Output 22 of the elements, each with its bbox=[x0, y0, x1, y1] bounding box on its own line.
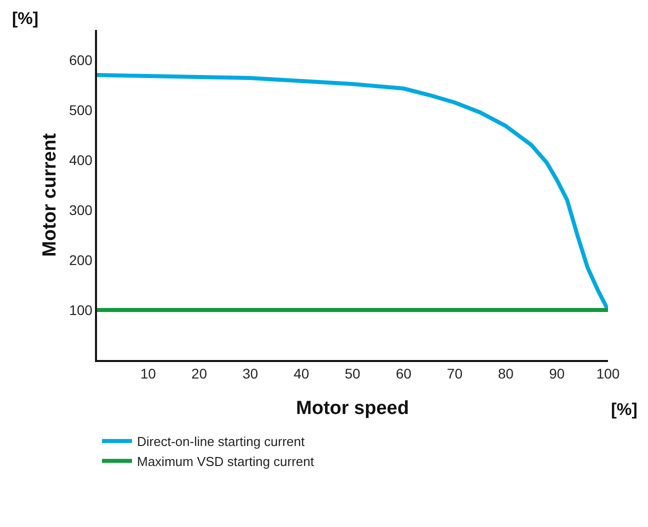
x-tick-label: 10 bbox=[140, 366, 156, 382]
y-tick-label: 300 bbox=[69, 202, 93, 218]
x-tick-label: 100 bbox=[596, 366, 620, 382]
x-tick-label: 60 bbox=[396, 366, 412, 382]
x-axis-title: Motor speed bbox=[296, 398, 409, 419]
y-tick-label: 200 bbox=[69, 252, 93, 268]
legend-label: Direct-on-line starting current bbox=[137, 434, 306, 450]
legend-label: Maximum VSD starting current bbox=[137, 454, 314, 469]
y-tick-label: 400 bbox=[69, 152, 93, 168]
x-tick-label: 90 bbox=[549, 366, 565, 382]
y-tick-label: 100 bbox=[69, 302, 93, 318]
x-tick-label: 20 bbox=[191, 366, 208, 382]
x-tick-label: 40 bbox=[294, 366, 310, 382]
x-tick-label: 30 bbox=[242, 366, 258, 382]
y-axis-title: Motor current bbox=[39, 132, 60, 257]
y-tick-label: 600 bbox=[69, 52, 93, 68]
y-tick-label: 500 bbox=[69, 102, 93, 118]
text: [%] bbox=[12, 9, 38, 28]
text: [%] bbox=[611, 400, 638, 419]
x-tick-label: 80 bbox=[498, 366, 514, 382]
x-tick-label: 70 bbox=[446, 366, 463, 382]
x-tick-label: 50 bbox=[344, 366, 360, 382]
